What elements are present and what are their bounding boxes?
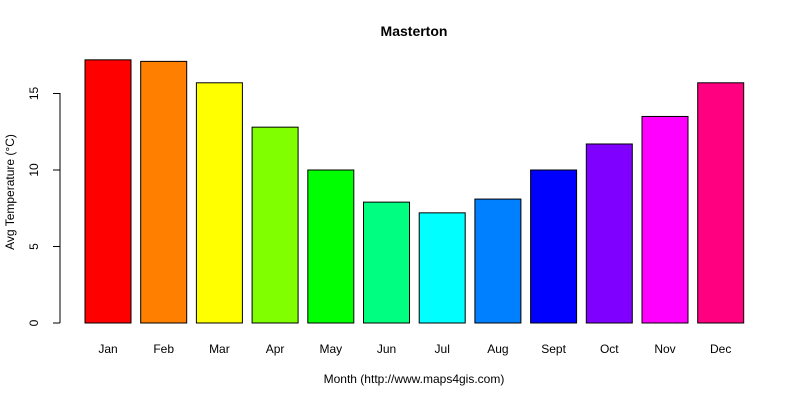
- x-tick-label: Dec: [710, 342, 731, 356]
- y-axis-label: Avg Temperature (°C): [3, 134, 17, 250]
- bar-jul: [418, 212, 466, 324]
- bar-may: [307, 169, 355, 324]
- x-tick-label: Nov: [654, 342, 675, 356]
- chart-title: Masterton: [381, 23, 448, 39]
- bar-feb: [140, 60, 188, 324]
- x-tick-label: Feb: [153, 342, 174, 356]
- x-tick-label: Mar: [209, 342, 230, 356]
- y-tick-label: 10: [27, 163, 41, 177]
- bar-oct: [585, 143, 633, 324]
- x-tick-label: Aug: [487, 342, 508, 356]
- bar-dec: [697, 82, 745, 324]
- bar-aug: [474, 198, 522, 324]
- x-tick-label: Sept: [541, 342, 566, 356]
- bar-nov: [641, 115, 689, 324]
- bar-sept: [530, 169, 578, 324]
- bars-group: [84, 59, 745, 324]
- y-tick-label: 15: [27, 87, 41, 101]
- bar-mar: [195, 82, 243, 324]
- x-tick-label: May: [319, 342, 342, 356]
- x-axis-label: Month (http://www.maps4gis.com): [324, 372, 505, 386]
- x-tick-label: Apr: [266, 342, 285, 356]
- x-tick-label: Jan: [98, 342, 117, 356]
- bar-jan: [84, 59, 132, 324]
- y-tick-label: 0: [27, 319, 41, 326]
- x-tick-labels: Jan Feb Mar Apr May Jun Jul Aug Sept Oct Nov Dec: [98, 342, 731, 356]
- y-tick-label: 5: [27, 243, 41, 250]
- y-axis: 0 5 10 15: [27, 87, 61, 326]
- bar-apr: [251, 126, 299, 324]
- bar-jun: [363, 201, 410, 324]
- x-tick-label: Jun: [377, 342, 396, 356]
- x-tick-label: Oct: [600, 342, 619, 356]
- x-tick-label: Jul: [435, 342, 450, 356]
